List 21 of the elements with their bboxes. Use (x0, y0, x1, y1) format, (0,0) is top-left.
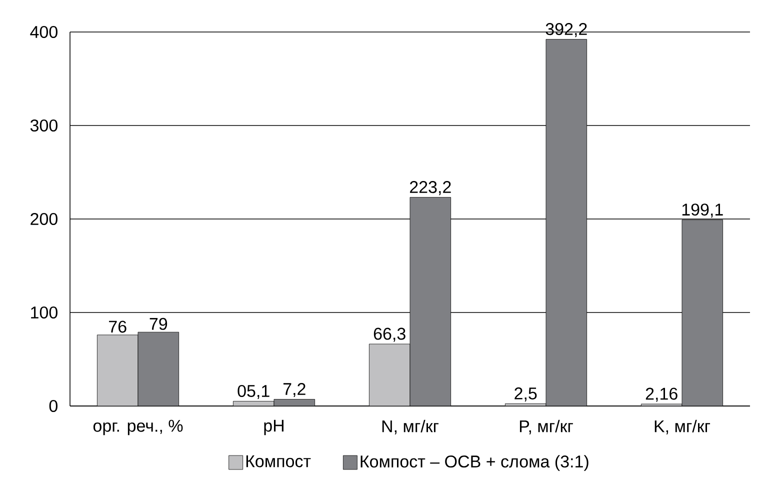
data-label: 76 (109, 320, 126, 333)
y-tick-label: 200 (30, 212, 58, 226)
data-label: 7,2 (283, 383, 306, 398)
data-label: 05,1 (238, 384, 270, 400)
y-tick-label: 400 (30, 26, 58, 38)
legend-label: Компост (246, 455, 311, 468)
y-tick-label: 300 (30, 119, 58, 132)
data-label: 199,1 (682, 204, 723, 218)
x-tick-label: pH (264, 420, 284, 436)
data-label: 2,5 (514, 387, 537, 402)
x-tick-label: орг. реч., % (93, 420, 183, 436)
x-tick-label: K, мг/кг (654, 420, 710, 434)
data-label: 2,16 (646, 388, 678, 402)
data-label: 66,3 (374, 328, 406, 342)
data-label: 223,2 (410, 181, 451, 196)
legend-label: Компост – ОСВ + слома (3:1) (360, 455, 588, 471)
y-tick-label: 100 (31, 306, 58, 319)
x-tick-label: N, мг/кг (382, 420, 439, 434)
y-tick-label: 0 (49, 400, 58, 412)
data-label: 79 (150, 318, 168, 330)
x-tick-label: P, мг/кг (520, 420, 573, 434)
